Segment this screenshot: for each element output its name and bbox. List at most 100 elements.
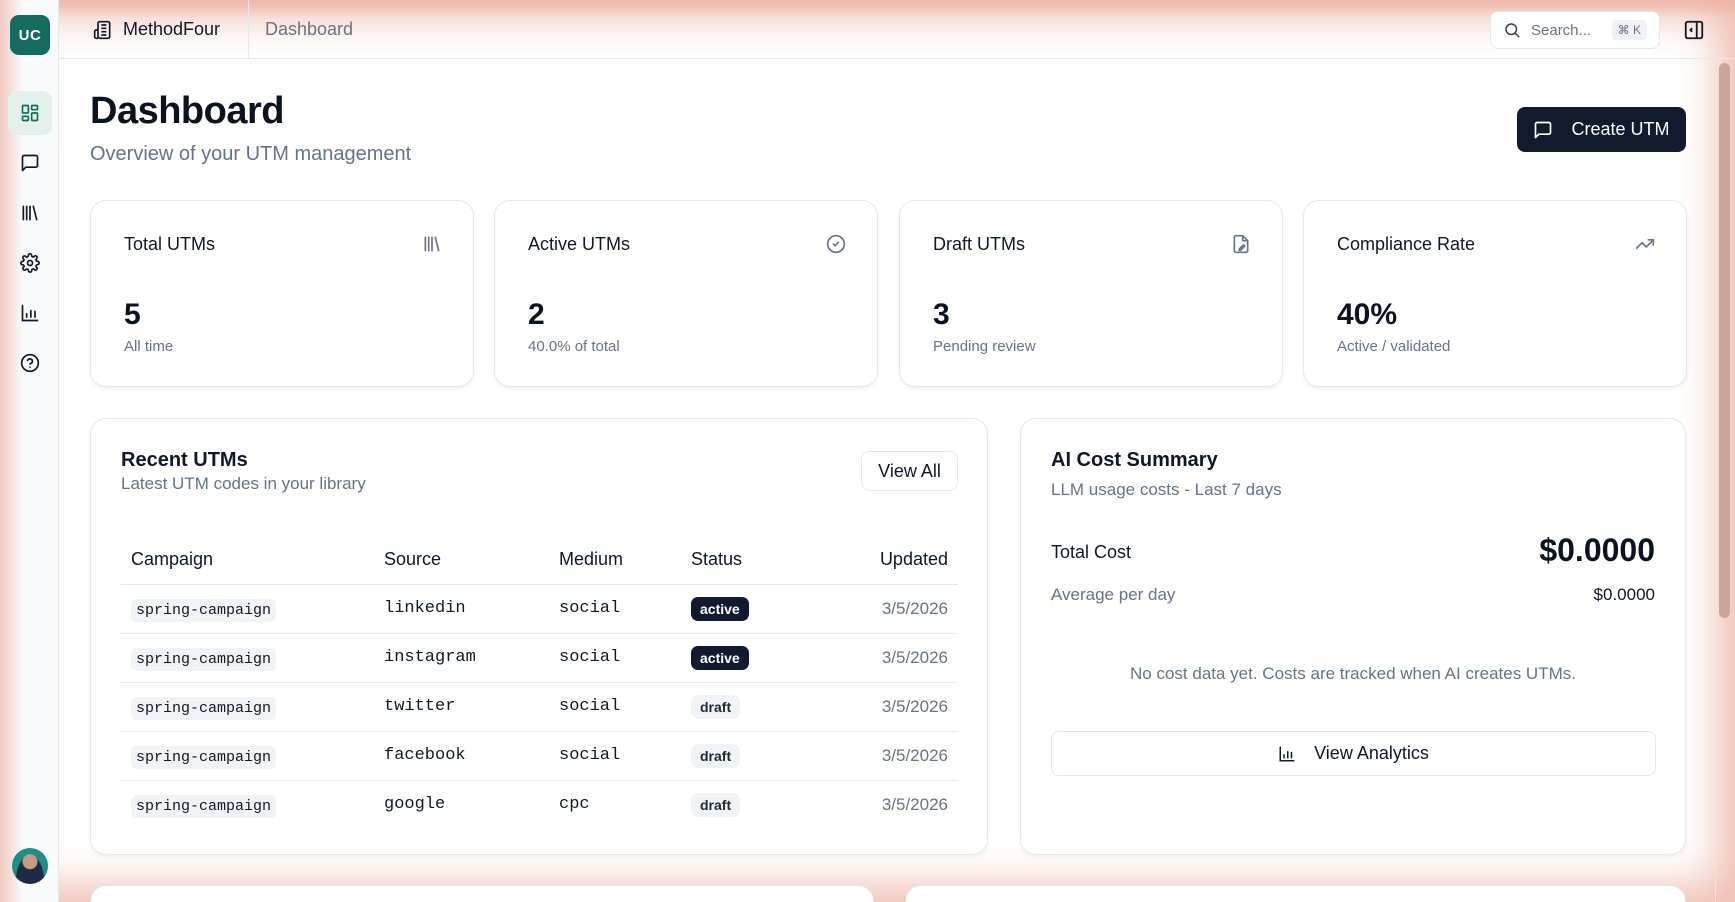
help-circle-icon	[20, 353, 40, 373]
medium-cell: social	[549, 731, 681, 781]
table-row[interactable]: spring-campaign linkedin social active 3…	[121, 584, 958, 634]
recent-utms-card: Recent UTMs Latest UTM codes in your lib…	[90, 418, 988, 855]
recent-utms-subtitle: Latest UTM codes in your library	[121, 474, 366, 493]
total-cost-value: $0.0000	[1539, 532, 1655, 568]
campaign-code: spring-campaign	[131, 647, 277, 671]
brand[interactable]: MethodFour	[93, 0, 220, 59]
header-divider	[248, 0, 249, 59]
sidebar-item-library[interactable]	[8, 191, 52, 235]
medium-cell: cpc	[559, 795, 590, 815]
recent-utms-title: Recent UTMs	[121, 449, 248, 471]
sidebar-item-help[interactable]	[8, 341, 52, 385]
scrollbar-track[interactable]	[1715, 59, 1735, 902]
panel-toggle-icon[interactable]	[1683, 19, 1705, 41]
workspace-badge[interactable]: UC	[10, 15, 50, 55]
table-row[interactable]: spring-campaign facebook social draft 3/…	[121, 731, 958, 781]
source-cell: google	[384, 795, 446, 815]
breadcrumb[interactable]: Dashboard	[265, 19, 354, 39]
search-shortcut: ⌘ K	[1611, 20, 1647, 40]
column-header-medium[interactable]: Medium	[549, 536, 681, 585]
library-icon	[424, 236, 440, 252]
view-analytics-label: View Analytics	[1314, 743, 1429, 763]
ai-cost-title: AI Cost Summary	[1051, 449, 1218, 471]
stat-card-active: Active UTMs 2 40.0% of total	[494, 200, 878, 387]
stat-sub: Active / validated	[1337, 338, 1451, 355]
column-header-status[interactable]: Status	[681, 536, 831, 585]
campaign-code: spring-campaign	[131, 745, 277, 769]
sidebar-item-analytics[interactable]	[8, 291, 52, 335]
library-icon	[22, 205, 38, 221]
source-cell: linkedin	[374, 584, 549, 634]
table-row[interactable]: spring-campaign instagram social active …	[121, 633, 958, 683]
bottom-card-left	[90, 885, 874, 902]
table-row[interactable]: spring-campaign google cpc draft 3/5/202…	[121, 780, 958, 829]
gear-icon	[20, 253, 40, 273]
page-title: Dashboard	[90, 90, 284, 132]
search-placeholder: Search...	[1531, 21, 1592, 39]
column-header-updated[interactable]: Updated	[831, 536, 958, 585]
stat-value: 2	[528, 298, 545, 331]
medium-cell: social	[549, 584, 681, 634]
campaign-code: spring-campaign	[131, 794, 277, 818]
table-row[interactable]: spring-campaign twitter social draft 3/5…	[121, 682, 958, 732]
user-avatar[interactable]	[12, 848, 48, 884]
ai-cost-card: AI Cost Summary LLM usage costs - Last 7…	[1020, 418, 1686, 855]
stat-label: Draft UTMs	[933, 234, 1025, 254]
check-circle-icon	[826, 234, 846, 254]
updated-cell: 3/5/2026	[831, 584, 958, 634]
column-header-campaign[interactable]: Campaign	[121, 536, 374, 585]
source-cell: instagram	[374, 633, 549, 683]
stat-value: 40%	[1337, 298, 1398, 331]
layout-grid-icon	[21, 104, 39, 122]
app-name: MethodFour	[123, 19, 221, 39]
view-analytics-button[interactable]: View Analytics	[1051, 731, 1656, 776]
medium-cell: social	[549, 633, 681, 683]
updated-cell: 3/5/2026	[831, 682, 958, 732]
bar-chart-icon	[21, 304, 39, 322]
utm-table: Campaign Source Medium Status Updated sp…	[121, 536, 958, 829]
sidebar: UC	[0, 0, 59, 902]
status-badge: draft	[691, 743, 741, 768]
updated-cell: 3/5/2026	[831, 633, 958, 683]
sidebar-item-chat[interactable]	[8, 141, 52, 185]
campaign-code: spring-campaign	[131, 696, 277, 720]
view-all-button[interactable]: View All	[861, 451, 958, 491]
empty-cost-message: No cost data yet. Costs are tracked when…	[1130, 664, 1576, 683]
building-icon	[93, 20, 111, 39]
total-cost-label: Total Cost	[1051, 542, 1132, 562]
table-header-row: Campaign Source Medium Status Updated	[121, 536, 958, 585]
scrollbar-thumb[interactable]	[1719, 63, 1730, 618]
updated-cell: 3/5/2026	[831, 731, 958, 781]
status-badge: draft	[691, 694, 741, 719]
stat-card-total: Total UTMs 5 All time	[90, 200, 474, 387]
status-badge: active	[691, 645, 749, 670]
updated-cell: 3/5/2026	[881, 794, 948, 814]
file-edit-icon	[1233, 234, 1249, 254]
sidebar-item-dashboard[interactable]	[8, 91, 52, 135]
create-utm-button[interactable]: Create UTM	[1517, 107, 1686, 152]
source-cell: twitter	[374, 682, 549, 732]
stat-card-draft: Draft UTMs 3 Pending review	[899, 200, 1283, 387]
stat-label: Total UTMs	[124, 234, 216, 254]
stat-sub: Pending review	[933, 338, 1036, 355]
stat-card-compliance: Compliance Rate 40% Active / validated	[1303, 200, 1687, 387]
create-utm-label: Create UTM	[1571, 119, 1670, 139]
column-header-source[interactable]: Source	[374, 536, 549, 585]
sidebar-item-settings[interactable]	[8, 241, 52, 285]
status-badge: draft	[691, 792, 741, 817]
page-subtitle: Overview of your UTM management	[90, 143, 412, 165]
stat-sub: 40.0% of total	[528, 338, 620, 355]
search-icon	[1505, 23, 1520, 38]
stat-sub: All time	[124, 338, 174, 355]
avg-cost-label: Average per day	[1051, 585, 1176, 604]
search-button[interactable]: Search... ⌘ K	[1490, 11, 1660, 49]
source-cell: facebook	[374, 731, 549, 781]
avg-cost-value: $0.0000	[1593, 585, 1655, 604]
ai-cost-subtitle: LLM usage costs - Last 7 days	[1051, 480, 1282, 499]
stat-label: Active UTMs	[528, 234, 631, 254]
status-badge: active	[691, 596, 749, 621]
bar-chart-icon	[1279, 746, 1295, 761]
trending-up-icon	[1635, 239, 1655, 249]
medium-cell: social	[549, 682, 681, 732]
bottom-card-right	[905, 885, 1686, 902]
